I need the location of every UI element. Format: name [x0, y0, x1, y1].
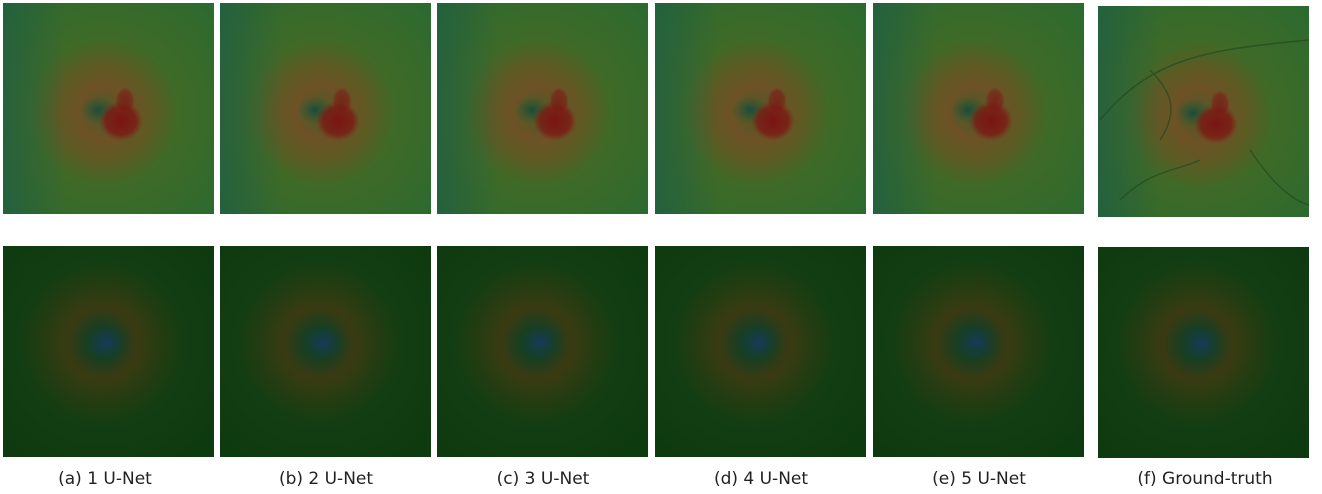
column-d: (d) 4 U-Net [655, 3, 866, 489]
caption: (a) 1 U-Net [58, 469, 152, 489]
prediction-image [655, 246, 866, 457]
prediction-image [3, 246, 214, 457]
prediction-image [437, 246, 648, 457]
prediction-image [873, 3, 1084, 214]
prediction-image [220, 246, 431, 457]
caption: (e) 5 U-Net [932, 469, 1026, 489]
column-c: (c) 3 U-Net [437, 3, 648, 489]
column-e: (e) 5 U-Net [873, 3, 1084, 489]
page: (a) 1 U-Net (b) 2 U-Net (c) 3 U-Net (d) … [0, 0, 1322, 494]
column-a: (a) 1 U-Net [3, 3, 214, 489]
prediction-image [873, 246, 1084, 457]
prediction-image [437, 3, 648, 214]
figure: (a) 1 U-Net (b) 2 U-Net (c) 3 U-Net (d) … [0, 0, 1322, 494]
prediction-image [3, 3, 214, 214]
caption: (c) 3 U-Net [497, 469, 590, 489]
caption: (f) Ground-truth [1137, 469, 1272, 489]
prediction-image [220, 3, 431, 214]
ground-truth-image [1098, 247, 1309, 458]
caption: (b) 2 U-Net [279, 469, 373, 489]
caption: (d) 4 U-Net [714, 469, 808, 489]
column-f: (f) Ground-truth [1098, 6, 1309, 489]
prediction-image [655, 3, 866, 214]
column-b: (b) 2 U-Net [220, 3, 431, 489]
